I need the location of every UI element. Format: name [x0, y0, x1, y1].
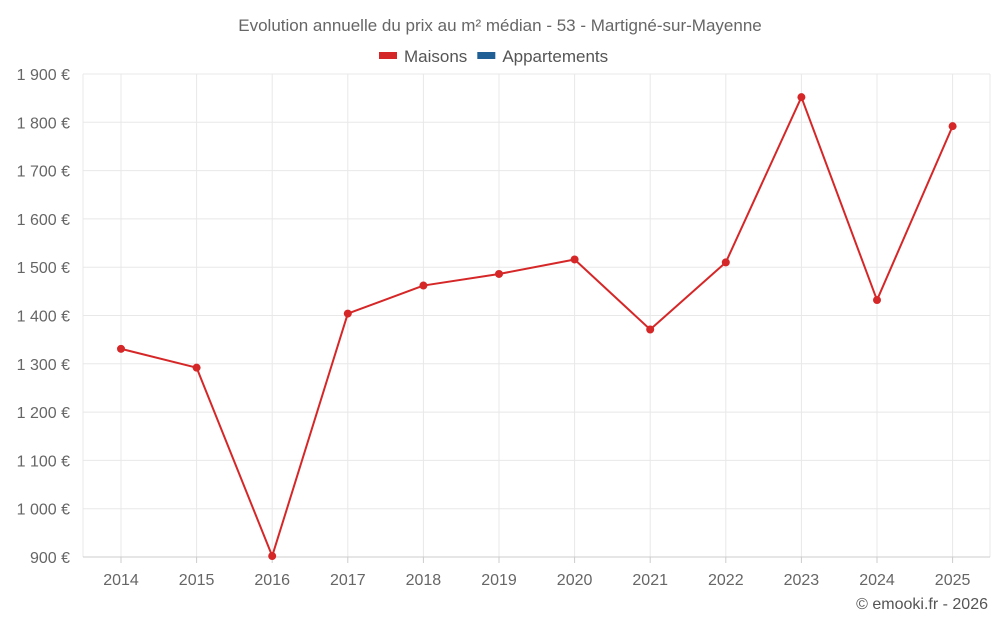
- y-tick-label: 1 400 €: [17, 309, 70, 326]
- x-axis-ticks: 2014 2015 2016 2017 2018 2019 2020 2021 2022 2023…: [103, 572, 970, 589]
- data-point-2025[interactable]: [948, 122, 957, 131]
- y-tick-label: 1 500 €: [17, 260, 70, 277]
- chart-title: Evolution annuelle du prix au m² médian …: [238, 16, 761, 35]
- y-gridlines: [83, 73, 990, 510]
- data-point-2019[interactable]: [495, 269, 503, 278]
- x-tick-label: 2020: [557, 572, 593, 589]
- x-gridlines: [82, 74, 991, 563]
- x-tick-label: 2021: [632, 572, 668, 589]
- data-point-2015[interactable]: [192, 363, 201, 372]
- y-tick-label: 1 000 €: [17, 502, 70, 519]
- data-point-2023[interactable]: [797, 93, 806, 102]
- y-tick-label: 900 €: [30, 550, 70, 567]
- legend-item-appartements[interactable]: Appartements: [477, 47, 608, 66]
- data-point-2018[interactable]: [419, 281, 428, 290]
- x-tick-label: 2024: [859, 572, 895, 589]
- series-line-maisons: [120, 96, 954, 558]
- x-tick-label: 2019: [481, 572, 517, 589]
- y-tick-label: 1 100 €: [17, 453, 70, 470]
- credit-text: © emooki.fr - 2026: [856, 596, 988, 613]
- legend: Maisons Appartements: [379, 47, 608, 66]
- data-point-2017[interactable]: [343, 309, 352, 318]
- data-point-2014[interactable]: [117, 344, 125, 353]
- y-tick-label: 1 900 €: [17, 67, 70, 84]
- x-tick-label: 2025: [935, 572, 971, 589]
- data-point-2020[interactable]: [570, 255, 579, 264]
- x-tick-label: 2014: [103, 572, 139, 589]
- x-tick-label: 2023: [784, 572, 820, 589]
- y-tick-label: 1 200 €: [17, 405, 70, 422]
- data-point-2024[interactable]: [873, 296, 881, 305]
- legend-item-maisons[interactable]: Maisons: [379, 47, 467, 66]
- x-tick-label: 2017: [330, 572, 366, 589]
- y-tick-label: 1 600 €: [17, 212, 70, 229]
- legend-label: Maisons: [404, 47, 467, 66]
- x-tick-label: 2018: [406, 572, 442, 589]
- x-tick-label: 2016: [254, 572, 290, 589]
- x-tick-label: 2015: [179, 572, 215, 589]
- data-point-2021[interactable]: [646, 325, 655, 334]
- legend-label: Appartements: [502, 47, 608, 66]
- data-point-2022[interactable]: [721, 258, 730, 267]
- legend-swatch: [477, 52, 496, 59]
- y-tick-label: 1 700 €: [17, 164, 70, 181]
- series-group: [117, 93, 957, 561]
- data-point-2016[interactable]: [268, 552, 277, 561]
- y-tick-label: 1 300 €: [17, 357, 70, 374]
- y-axis-ticks: 900 € 1 000 € 1 100 € 1 200 € 1 300 € 1 400 €…: [17, 67, 70, 567]
- y-tick-label: 1 800 €: [17, 115, 70, 132]
- x-tick-label: 2022: [708, 572, 744, 589]
- legend-swatch: [379, 52, 397, 59]
